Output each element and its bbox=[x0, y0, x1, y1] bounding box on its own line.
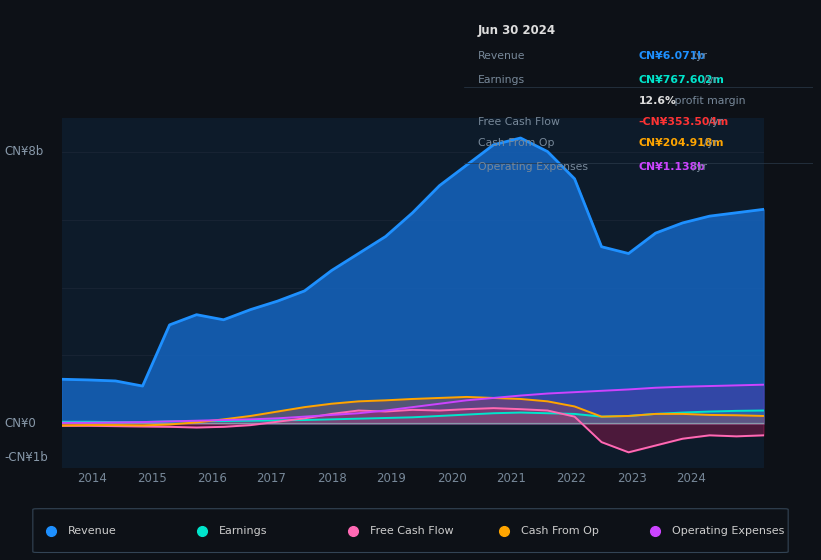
Text: CN¥204.918m: CN¥204.918m bbox=[639, 138, 724, 148]
Text: /yr: /yr bbox=[689, 51, 707, 61]
Text: CN¥1.138b: CN¥1.138b bbox=[639, 162, 705, 172]
Text: /yr: /yr bbox=[689, 162, 707, 172]
Text: /yr: /yr bbox=[699, 74, 718, 85]
Text: 12.6%: 12.6% bbox=[639, 96, 677, 106]
Text: Jun 30 2024: Jun 30 2024 bbox=[478, 24, 556, 38]
Text: Cash From Op: Cash From Op bbox=[521, 526, 599, 535]
Text: CN¥0: CN¥0 bbox=[4, 417, 36, 430]
Text: CN¥6.071b: CN¥6.071b bbox=[639, 51, 705, 61]
Text: Operating Expenses: Operating Expenses bbox=[672, 526, 784, 535]
Text: Earnings: Earnings bbox=[218, 526, 267, 535]
Text: CN¥8b: CN¥8b bbox=[4, 145, 44, 158]
Text: -CN¥353.504m: -CN¥353.504m bbox=[639, 116, 728, 127]
Text: Free Cash Flow: Free Cash Flow bbox=[478, 116, 560, 127]
Text: Operating Expenses: Operating Expenses bbox=[478, 162, 588, 172]
Text: profit margin: profit margin bbox=[672, 96, 746, 106]
Text: CN¥767.602m: CN¥767.602m bbox=[639, 74, 724, 85]
Text: Free Cash Flow: Free Cash Flow bbox=[369, 526, 453, 535]
Text: Revenue: Revenue bbox=[478, 51, 525, 61]
Text: -CN¥1b: -CN¥1b bbox=[4, 451, 48, 464]
Text: Cash From Op: Cash From Op bbox=[478, 138, 554, 148]
Text: Revenue: Revenue bbox=[67, 526, 117, 535]
Text: /yr: /yr bbox=[699, 138, 718, 148]
Text: Earnings: Earnings bbox=[478, 74, 525, 85]
Text: /yr: /yr bbox=[705, 116, 723, 127]
